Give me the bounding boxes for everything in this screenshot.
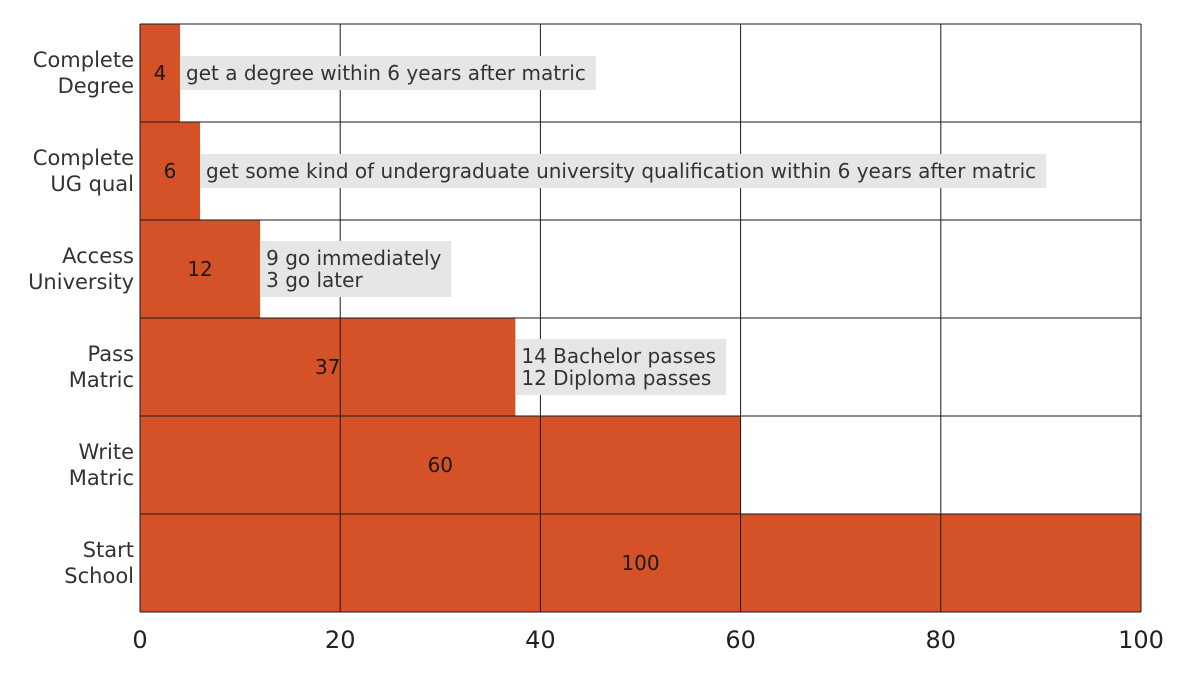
annotation-text: 9 go immediately	[266, 246, 441, 270]
annotation-complete-ug-qual: get some kind of undergraduate universit…	[200, 154, 1047, 188]
annotation-text: get a degree within 6 years after matric	[186, 61, 586, 85]
value-label-complete-degree: 4	[154, 61, 167, 85]
value-label-pass-matric: 37	[315, 355, 340, 379]
x-tick-label-80: 80	[926, 626, 957, 654]
value-label-complete-ug-qual: 6	[164, 159, 177, 183]
category-label-complete-degree: Complete Degree	[33, 48, 134, 98]
x-tick-label-100: 100	[1118, 626, 1164, 654]
grid-layer	[139, 23, 1142, 613]
x-tick-label-20: 20	[325, 626, 356, 654]
annotation-layer: get a degree within 6 years after matric…	[180, 56, 1047, 395]
bars-layer	[140, 24, 1141, 612]
annotation-box	[180, 56, 596, 90]
annotation-box	[260, 241, 452, 297]
category-label-complete-ug-qual: Complete UG qual	[33, 146, 134, 196]
annotation-text: 14 Bachelor passes	[521, 344, 716, 368]
label-layer: 4 6 12 37 60 100 Complete Degree Complete UG qual…	[28, 48, 1164, 654]
annotation-complete-degree: get a degree within 6 years after matric	[180, 56, 596, 90]
category-label-pass-matric: Pass Matric	[69, 342, 134, 392]
category-label-access-university: Access University	[28, 244, 134, 294]
bar-start-school	[140, 514, 1141, 612]
value-label-start-school: 100	[621, 551, 659, 575]
x-tick-label-60: 60	[725, 626, 756, 654]
category-label-start-school: Start School	[64, 538, 134, 588]
x-tick-label-40: 40	[525, 626, 556, 654]
annotation-box	[515, 339, 727, 395]
value-label-access-university: 12	[187, 257, 212, 281]
annotation-text: 12 Diploma passes	[521, 366, 711, 390]
annotation-box	[200, 154, 1047, 188]
bar-access-university	[140, 220, 261, 318]
annotation-text: 3 go later	[266, 268, 363, 292]
bar-pass-matric	[140, 318, 516, 416]
category-label-write-matric: Write Matric	[69, 440, 134, 490]
bar-write-matric	[140, 416, 741, 514]
bar-complete-ug-qual	[140, 122, 201, 220]
value-label-write-matric: 60	[428, 453, 453, 477]
x-tick-label-0: 0	[132, 626, 147, 654]
bar-complete-degree	[140, 24, 181, 122]
annotation-text: get some kind of undergraduate universit…	[206, 159, 1036, 183]
